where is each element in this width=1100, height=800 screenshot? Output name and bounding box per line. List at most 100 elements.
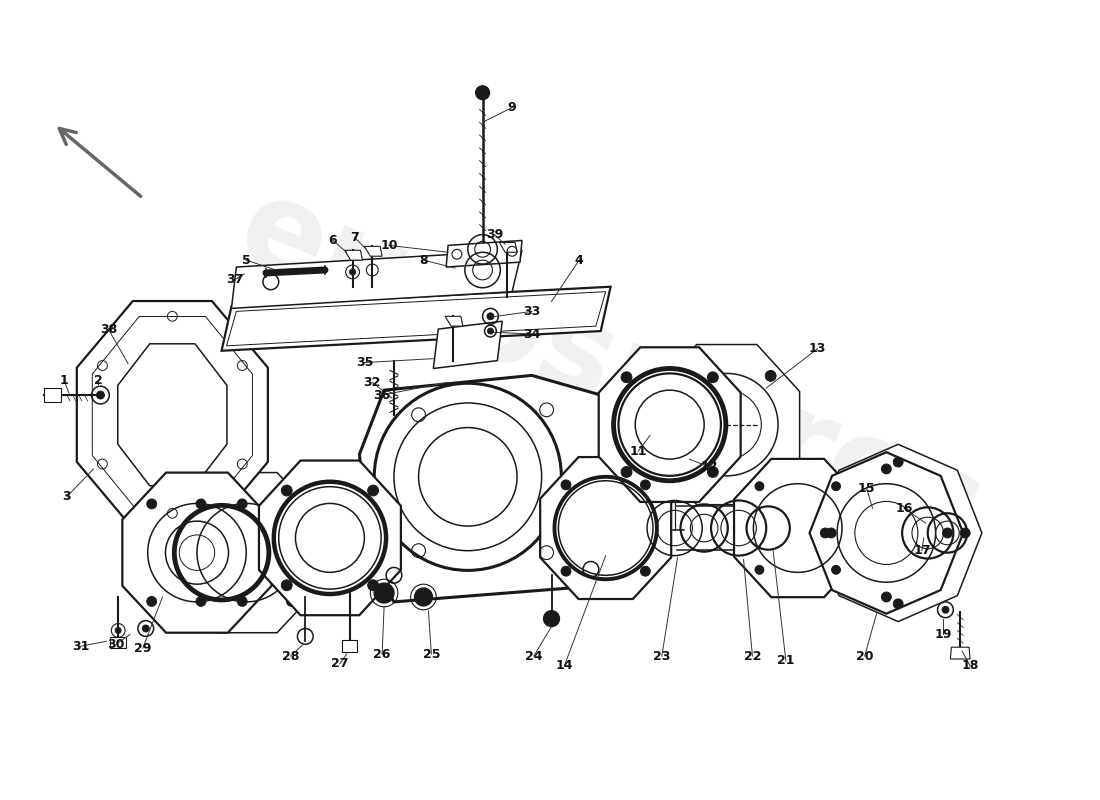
Polygon shape <box>172 473 321 633</box>
Text: 22: 22 <box>744 650 761 662</box>
Circle shape <box>374 583 394 603</box>
Circle shape <box>415 588 432 606</box>
Text: 6: 6 <box>329 234 338 247</box>
Text: 16: 16 <box>895 502 913 515</box>
Polygon shape <box>118 344 227 486</box>
Circle shape <box>561 566 571 576</box>
Text: 17: 17 <box>913 544 931 557</box>
Polygon shape <box>654 345 800 505</box>
Circle shape <box>238 597 248 606</box>
Circle shape <box>678 370 689 382</box>
Circle shape <box>766 468 777 478</box>
Polygon shape <box>92 317 252 513</box>
Text: 13: 13 <box>808 342 826 355</box>
Polygon shape <box>44 388 62 402</box>
Text: 1985: 1985 <box>596 398 842 560</box>
Text: 28: 28 <box>282 650 299 662</box>
Text: 37: 37 <box>226 274 243 286</box>
Text: 38: 38 <box>100 322 117 335</box>
Circle shape <box>621 372 631 382</box>
Circle shape <box>960 528 970 538</box>
Circle shape <box>943 528 953 538</box>
Polygon shape <box>540 457 671 599</box>
Text: 33: 33 <box>524 305 540 318</box>
Circle shape <box>881 464 891 474</box>
Circle shape <box>832 566 840 574</box>
Circle shape <box>475 86 490 100</box>
Circle shape <box>893 457 903 467</box>
Text: 25: 25 <box>422 647 440 661</box>
Circle shape <box>282 580 293 590</box>
Polygon shape <box>598 347 740 502</box>
Text: 8: 8 <box>419 254 428 266</box>
Circle shape <box>881 592 891 602</box>
Text: 15: 15 <box>858 482 876 495</box>
Polygon shape <box>360 375 620 602</box>
Text: 14: 14 <box>556 659 573 673</box>
Text: 3: 3 <box>63 490 72 503</box>
Text: 36: 36 <box>374 389 390 402</box>
Circle shape <box>678 468 689 478</box>
Polygon shape <box>810 452 964 614</box>
Circle shape <box>116 627 121 634</box>
Circle shape <box>640 566 650 576</box>
Polygon shape <box>499 242 517 252</box>
Circle shape <box>821 528 830 538</box>
Text: 5: 5 <box>242 254 251 266</box>
Text: 24: 24 <box>525 650 542 662</box>
Polygon shape <box>364 246 382 256</box>
Text: 20: 20 <box>856 650 873 662</box>
Circle shape <box>755 566 763 574</box>
Circle shape <box>826 528 836 538</box>
Circle shape <box>766 370 777 382</box>
Circle shape <box>367 580 378 590</box>
Polygon shape <box>110 638 126 648</box>
Polygon shape <box>447 241 522 267</box>
Text: 29: 29 <box>134 642 152 654</box>
Circle shape <box>196 499 206 509</box>
Circle shape <box>238 499 248 509</box>
Text: 23: 23 <box>653 650 671 662</box>
Polygon shape <box>231 250 522 309</box>
Circle shape <box>561 480 571 490</box>
Circle shape <box>367 485 378 496</box>
Text: 18: 18 <box>961 659 979 673</box>
Text: 39: 39 <box>486 228 503 241</box>
Text: 10: 10 <box>381 239 398 252</box>
Circle shape <box>707 372 718 382</box>
Text: 34: 34 <box>524 327 540 341</box>
Polygon shape <box>446 316 463 326</box>
Polygon shape <box>344 250 362 260</box>
Circle shape <box>543 610 560 626</box>
Text: 2: 2 <box>95 374 103 387</box>
Circle shape <box>942 606 949 614</box>
Polygon shape <box>950 647 970 659</box>
Polygon shape <box>122 473 272 633</box>
Polygon shape <box>814 444 982 622</box>
Circle shape <box>487 328 494 334</box>
Circle shape <box>142 625 150 632</box>
Text: 9: 9 <box>508 101 516 114</box>
Circle shape <box>287 597 296 606</box>
Circle shape <box>640 480 650 490</box>
Text: 35: 35 <box>355 356 373 369</box>
Polygon shape <box>258 461 400 615</box>
Circle shape <box>487 313 494 320</box>
Text: 21: 21 <box>778 654 794 667</box>
Text: a passion for parts: a passion for parts <box>345 462 620 595</box>
Text: 26: 26 <box>373 647 390 661</box>
Circle shape <box>621 466 631 478</box>
Text: 31: 31 <box>73 640 89 653</box>
Circle shape <box>707 466 718 478</box>
Text: 12: 12 <box>701 461 718 474</box>
Circle shape <box>97 391 104 399</box>
Circle shape <box>146 597 156 606</box>
Polygon shape <box>734 459 861 597</box>
Polygon shape <box>433 322 503 369</box>
Text: 27: 27 <box>331 658 349 670</box>
Circle shape <box>893 599 903 609</box>
Polygon shape <box>342 640 358 652</box>
Text: 32: 32 <box>364 376 381 389</box>
Circle shape <box>196 597 206 606</box>
Text: 7: 7 <box>350 231 359 244</box>
